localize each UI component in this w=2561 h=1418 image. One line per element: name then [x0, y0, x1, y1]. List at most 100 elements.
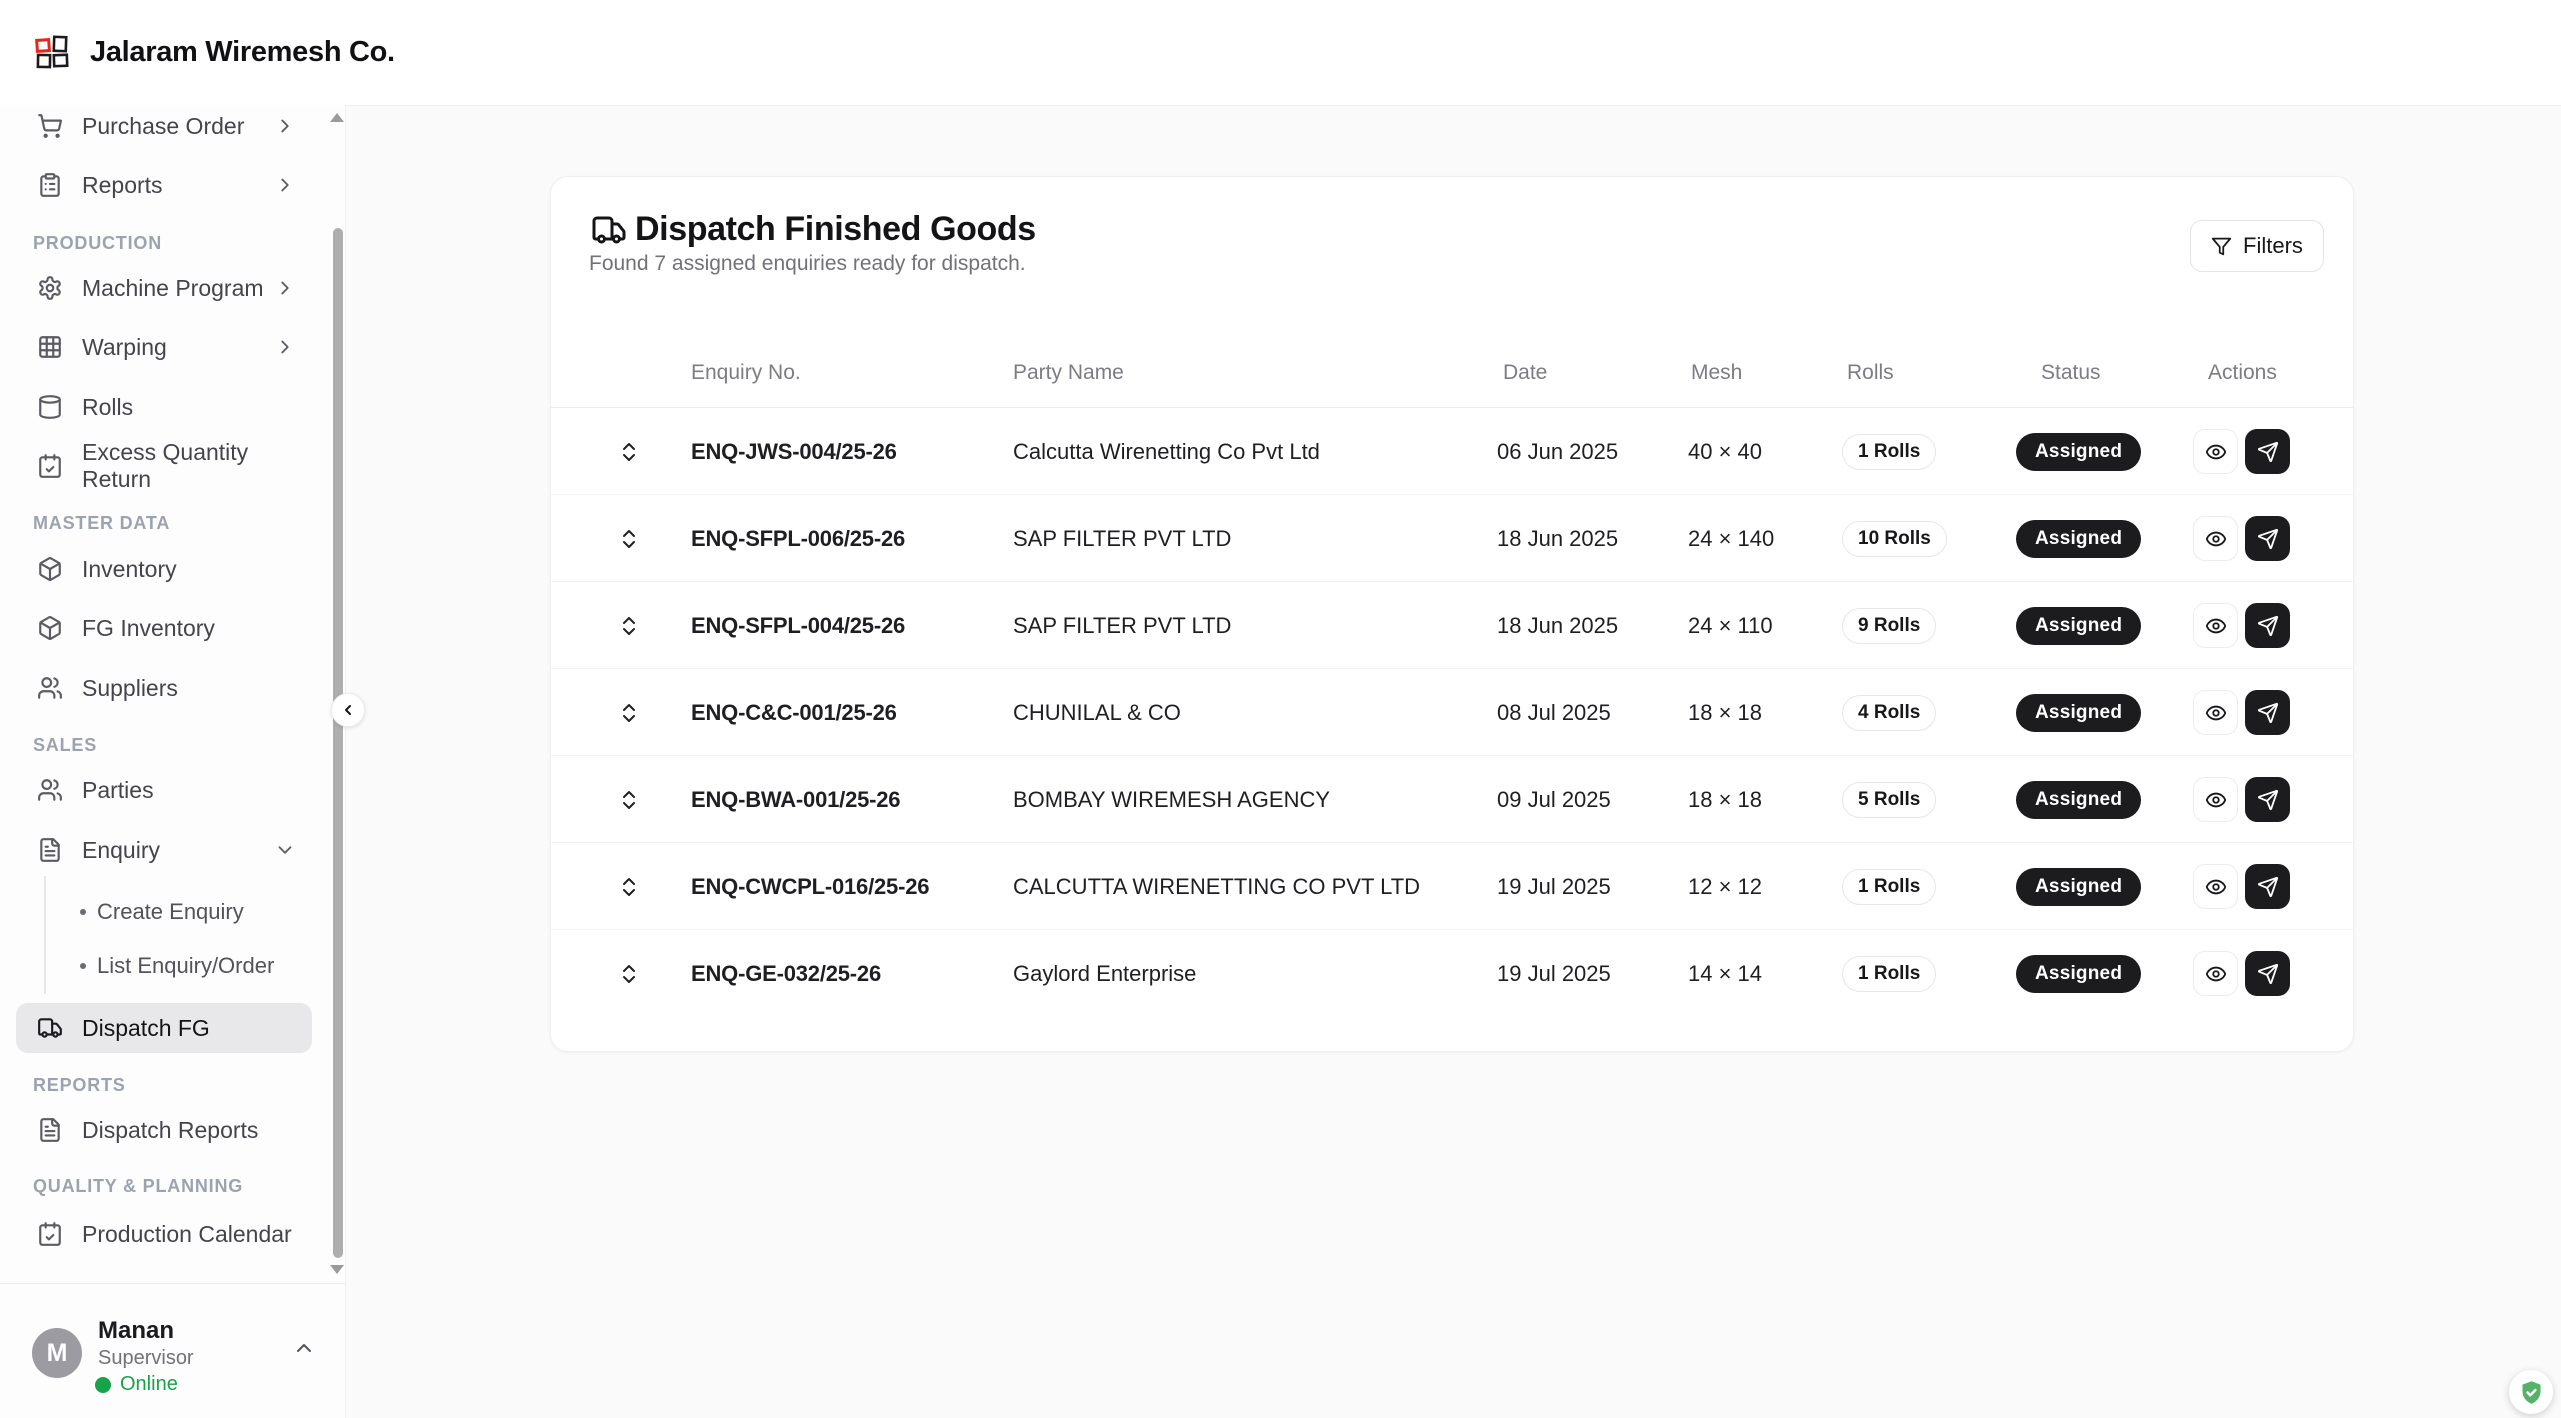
package-icon [37, 556, 63, 582]
rolls-badge: 10 Rolls [1842, 520, 1947, 557]
rolls-badge: 5 Rolls [1842, 781, 1937, 818]
sidebar-item-machine-program[interactable]: Machine Program [16, 264, 312, 312]
status-badge: Assigned [2016, 606, 2142, 645]
table-row: ENQ-BWA-001/25-26 BOMBAY WIREMESH AGENCY… [551, 756, 2353, 843]
sidebar-subitem-label: Create Enquiry [97, 899, 244, 924]
rolls-badge: 4 Rolls [1842, 694, 1937, 731]
rolls-cell: 4 Rolls [1842, 669, 1937, 756]
party-name: CHUNILAL & CO [1013, 699, 1181, 725]
enquiry-no: ENQ-C&C-001/25-26 [691, 699, 897, 725]
sidebar-item-label: Rolls [82, 393, 134, 420]
table-header-divider [551, 407, 2353, 408]
rolls-badge: 1 Rolls [1842, 955, 1937, 992]
view-button[interactable] [2193, 429, 2238, 474]
sidebar-item-warping[interactable]: Warping [16, 323, 312, 371]
dispatch-date: 18 Jun 2025 [1497, 525, 1619, 551]
sidebar-item-label: Reports [82, 171, 163, 198]
sidebar-item-label: Dispatch Reports [82, 1116, 259, 1143]
sidebar-item-fg-inventory[interactable]: FG Inventory [16, 604, 312, 652]
view-button[interactable] [2193, 951, 2238, 996]
drag-handle[interactable] [617, 843, 643, 930]
sidebar-subitem-create-enquiry[interactable]: Create Enquiry [80, 892, 244, 932]
sidebar-item-excess-quantity-return[interactable]: Excess Quantity Return [16, 439, 312, 492]
enquiry-no: ENQ-SFPL-006/25-26 [691, 525, 906, 551]
sidebar-collapse-button[interactable] [331, 693, 365, 727]
scrollbar-down-arrow[interactable] [330, 1265, 344, 1274]
file-text-icon [37, 1117, 63, 1143]
sidebar-item-reports[interactable]: Reports [16, 161, 312, 209]
sidebar-item-label: Enquiry [82, 836, 160, 863]
shopping-cart-icon [37, 113, 63, 139]
user-menu[interactable]: M Manan Supervisor Online [0, 1283, 345, 1418]
actions-cell [2193, 843, 2290, 930]
sidebar-item-purchase-order[interactable]: Purchase Order [16, 102, 312, 150]
status-cell: Assigned [2016, 843, 2142, 930]
sidebar-item-parties[interactable]: Parties [16, 766, 312, 814]
cylinder-icon [37, 394, 63, 420]
sidebar-item-label: Machine Program [82, 274, 264, 301]
view-button[interactable] [2193, 864, 2238, 909]
view-button[interactable] [2193, 603, 2238, 648]
rolls-badge: 9 Rolls [1842, 607, 1937, 644]
status-cell: Assigned [2016, 930, 2142, 1017]
dispatch-button[interactable] [2245, 864, 2290, 909]
sidebar-item-suppliers[interactable]: Suppliers [16, 664, 312, 712]
sidebar-item-enquiry[interactable]: Enquiry [16, 826, 312, 874]
online-label: Online [120, 1373, 178, 1395]
drag-handle[interactable] [617, 495, 643, 582]
rolls-cell: 1 Rolls [1842, 408, 1937, 495]
row-divider [551, 842, 2353, 843]
col-header-mesh: Mesh [1691, 361, 1743, 384]
mesh-size: 14 × 14 [1688, 960, 1763, 986]
dispatch-button[interactable] [2245, 777, 2290, 822]
dispatch-button[interactable] [2245, 951, 2290, 996]
sidebar-item-rolls[interactable]: Rolls [16, 383, 312, 431]
bullet-icon [80, 909, 86, 915]
online-dot-icon [95, 1376, 111, 1393]
party-name: Calcutta Wirenetting Co Pvt Ltd [1013, 438, 1320, 464]
dispatch-date: 19 Jul 2025 [1497, 873, 1611, 899]
view-button[interactable] [2193, 777, 2238, 822]
shield-check-badge[interactable] [2509, 1370, 2553, 1414]
col-header-actions: Actions [2208, 361, 2277, 384]
col-header-enquiry-no: Enquiry No. [691, 361, 801, 384]
sidebar-scrollbar-thumb[interactable] [333, 228, 343, 1258]
drag-handle[interactable] [617, 756, 643, 843]
company-logo-icon [35, 35, 69, 69]
dispatch-button[interactable] [2245, 690, 2290, 735]
row-divider [551, 755, 2353, 756]
status-cell: Assigned [2016, 582, 2142, 669]
sidebar-subitem-list-enquiry-order[interactable]: List Enquiry/Order [80, 946, 274, 986]
table-row: ENQ-SFPL-006/25-26 SAP FILTER PVT LTD 18… [551, 495, 2353, 582]
dispatch-button[interactable] [2245, 516, 2290, 561]
col-header-date: Date [1503, 361, 1548, 384]
status-badge: Assigned [2016, 867, 2142, 906]
drag-handle[interactable] [617, 582, 643, 669]
dispatch-button[interactable] [2245, 603, 2290, 648]
view-button[interactable] [2193, 690, 2238, 735]
drag-handle[interactable] [617, 669, 643, 756]
drag-handle[interactable] [617, 408, 643, 495]
sidebar-item-production-calendar[interactable]: Production Calendar [16, 1210, 312, 1258]
dispatch-date: 06 Jun 2025 [1497, 438, 1619, 464]
row-divider [551, 668, 2353, 669]
view-button[interactable] [2193, 516, 2238, 561]
cog-icon [37, 275, 63, 301]
sidebar-item-inventory[interactable]: Inventory [16, 545, 312, 593]
sidebar-item-label: FG Inventory [82, 614, 215, 641]
sidebar-item-label: Excess Quantity Return [82, 439, 249, 492]
actions-cell [2193, 582, 2290, 669]
sidebar-item-dispatch-reports[interactable]: Dispatch Reports [16, 1106, 312, 1154]
users-icon [37, 675, 63, 701]
bullet-icon [80, 963, 86, 969]
enquiry-no: ENQ-SFPL-004/25-26 [691, 612, 906, 638]
scrollbar-up-arrow[interactable] [330, 113, 344, 122]
sidebar-section-reports: REPORTS [33, 1075, 126, 1095]
drag-handle[interactable] [617, 930, 643, 1017]
user-status: Online [95, 1373, 178, 1396]
users-icon [37, 777, 63, 803]
dispatch-button[interactable] [2245, 429, 2290, 474]
sidebar-item-dispatch-fg[interactable]: Dispatch FG [16, 1003, 312, 1053]
table-row: ENQ-C&C-001/25-26 CHUNILAL & CO 08 Jul 2… [551, 669, 2353, 756]
filters-button[interactable]: Filters [2190, 220, 2324, 272]
